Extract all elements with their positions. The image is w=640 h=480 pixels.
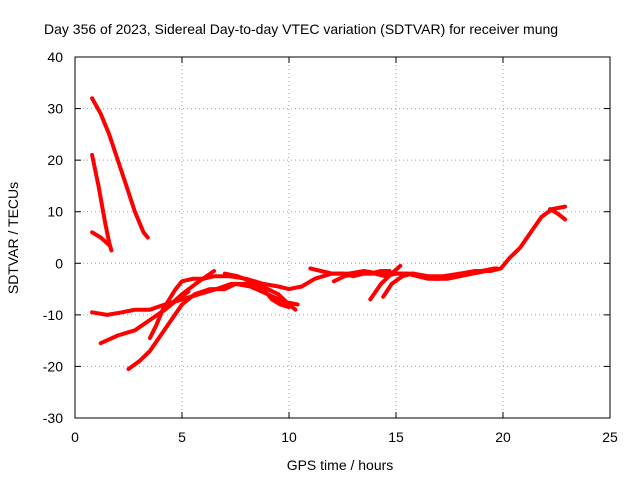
x-tick-label: 15 xyxy=(388,429,404,445)
series-arc-14 xyxy=(548,207,568,222)
y-tick-label: 40 xyxy=(47,49,63,65)
ticks: 0 5 10 15 20 25 -30 -20 -10 0 10 20 30 40 xyxy=(43,49,618,445)
series-arc-11 xyxy=(368,263,403,302)
x-tick-label: 5 xyxy=(178,429,186,445)
x-tick-label: 25 xyxy=(602,429,618,445)
series-arc-13 xyxy=(331,269,392,284)
y-tick-label: -30 xyxy=(43,410,63,426)
series-arc-10 xyxy=(308,266,497,281)
series-arc-12 xyxy=(381,266,499,299)
x-axis-label: GPS time / hours xyxy=(287,457,394,473)
series-arc-1 xyxy=(90,96,150,240)
x-tick-label: 20 xyxy=(495,429,511,445)
y-tick-label: -10 xyxy=(43,307,63,323)
series-arc-3 xyxy=(90,230,112,248)
series-arc-9 xyxy=(222,271,291,310)
y-tick-label: 30 xyxy=(47,101,63,117)
x-tick-label: 10 xyxy=(281,429,297,445)
series-arc-8 xyxy=(162,269,217,312)
y-tick-label: 20 xyxy=(47,152,63,168)
grid xyxy=(75,57,610,418)
y-tick-label: 10 xyxy=(47,204,63,220)
y-axis-label: SDTVAR / TECUs xyxy=(5,182,21,294)
plot-frame xyxy=(74,56,611,419)
y-tick-label: -20 xyxy=(43,358,63,374)
chart-title: Day 356 of 2023, Sidereal Day-to-day VTE… xyxy=(44,21,558,37)
y-tick-label: 0 xyxy=(55,255,63,271)
series-group xyxy=(90,96,568,371)
x-tick-label: 0 xyxy=(71,429,79,445)
